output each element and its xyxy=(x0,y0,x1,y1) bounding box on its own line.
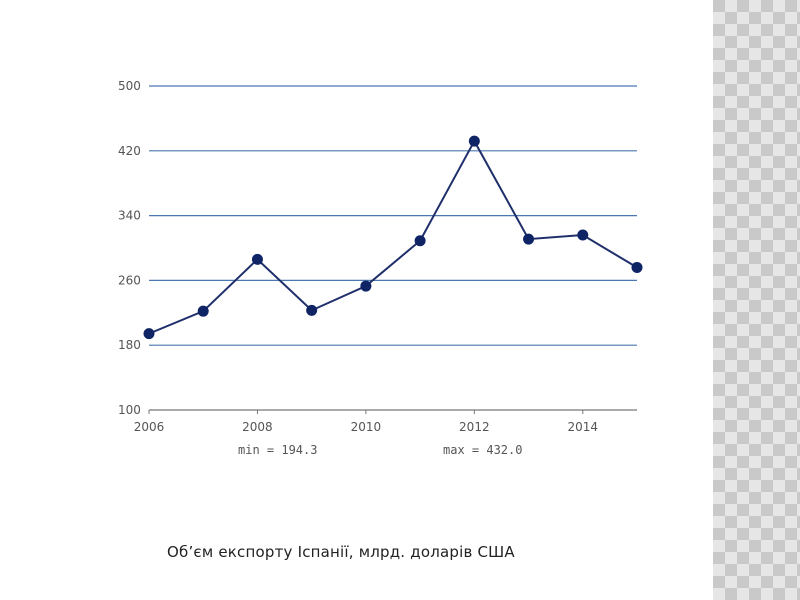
y-tick-label: 340 xyxy=(118,209,141,223)
side-pattern xyxy=(713,0,800,600)
x-tick-label: 2010 xyxy=(351,420,382,434)
chart-caption: Об’єм експорту Іспанії, млрд. доларів СШ… xyxy=(167,543,515,561)
data-points xyxy=(143,135,643,340)
series-line xyxy=(148,139,638,335)
y-tick-label: 100 xyxy=(118,403,141,417)
x-axis-ticks: 2006 2008 2010 2012 2014 xyxy=(134,410,598,434)
y-axis-ticks: 100 180 260 340 420 500 xyxy=(118,79,141,417)
x-tick-label: 2008 xyxy=(242,420,273,434)
data-point xyxy=(360,280,372,292)
y-tick-label: 260 xyxy=(118,273,141,287)
max-label: max = 432.0 xyxy=(443,443,522,457)
grid-lines xyxy=(149,85,637,411)
x-tick-label: 2006 xyxy=(134,420,165,434)
data-point xyxy=(143,328,155,340)
x-tick-label: 2012 xyxy=(459,420,490,434)
y-tick-label: 180 xyxy=(118,338,141,352)
data-point xyxy=(197,305,209,317)
data-point xyxy=(523,233,535,245)
data-point xyxy=(577,229,589,241)
x-tick-label: 2014 xyxy=(568,420,599,434)
y-tick-label: 500 xyxy=(118,79,141,93)
min-label: min = 194.3 xyxy=(238,443,317,457)
data-point xyxy=(306,304,318,316)
data-point xyxy=(414,235,426,247)
data-point xyxy=(251,253,263,265)
data-point xyxy=(631,261,643,273)
y-tick-label: 420 xyxy=(118,144,141,158)
data-point xyxy=(468,135,480,147)
